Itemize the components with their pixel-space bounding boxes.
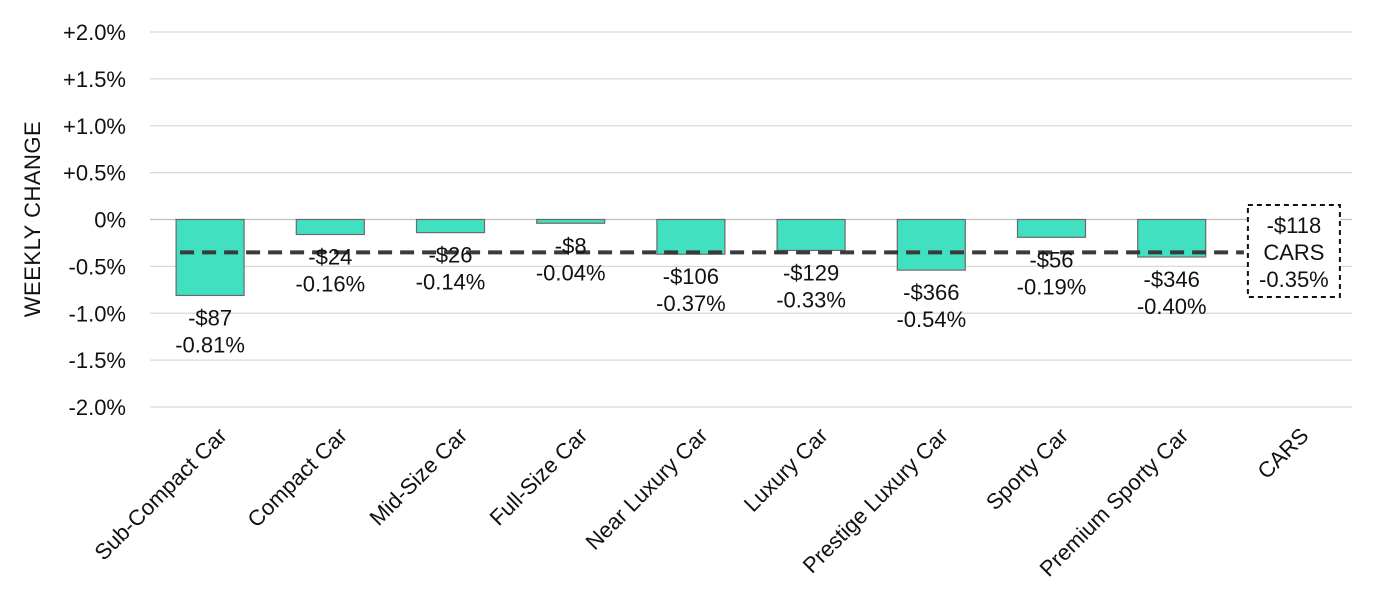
bar <box>415 218 486 234</box>
bar-dollar-label: -$56 <box>1029 247 1073 272</box>
bar-percent-label: -0.37% <box>656 291 726 316</box>
bar <box>175 218 245 297</box>
y-axis-ticks: +2.0% +1.5% +1.0% +0.5% 0% -0.5% -1.0% -1.5% -2.… <box>63 20 126 420</box>
bar <box>776 218 846 252</box>
bar-percent-label: -0.81% <box>175 332 245 357</box>
bar <box>536 218 606 224</box>
reference-dollar-label: -$118 <box>1267 213 1322 238</box>
reference-label-box <box>1246 204 1341 298</box>
bar <box>896 218 966 271</box>
bar-percent-label: -0.40% <box>1137 294 1207 319</box>
bar-dollar-label: -$366 <box>903 280 959 305</box>
bar <box>1016 218 1087 238</box>
bar-dollar-label: -$26 <box>428 243 472 268</box>
bar-dollar-label: -$8 <box>555 233 587 258</box>
x-axis-ticks: Sub-Compact Car Compact Car Mid-Size Car Fu… <box>89 423 1313 582</box>
x-tick-label: Sub-Compact Car <box>89 423 231 565</box>
bar-percent-label: -0.14% <box>416 270 486 295</box>
y-tick-label: +0.5% <box>63 161 126 186</box>
y-tick-label: -2.0% <box>69 395 126 420</box>
bar <box>656 218 726 255</box>
y-axis-label: WEEKLY CHANGE <box>20 121 45 317</box>
bar-dollar-label: -$24 <box>308 245 352 270</box>
bar-percent-label: -0.19% <box>1017 274 1087 299</box>
x-tick-label: Luxury Car <box>739 423 833 517</box>
y-tick-label: -0.5% <box>69 254 126 279</box>
y-tick-label: 0% <box>94 208 126 233</box>
bar-dollar-label: -$87 <box>188 305 232 330</box>
bar-percent-label: -0.54% <box>896 307 966 332</box>
y-tick-label: -1.0% <box>69 301 126 326</box>
bar-percent-label: -0.33% <box>776 287 846 312</box>
reference-name-label: CARS <box>1263 240 1324 265</box>
bar-dollar-label: -$129 <box>783 260 839 285</box>
x-tick-label: Full-Size Car <box>485 423 593 531</box>
y-tick-label: +1.0% <box>63 114 126 139</box>
x-tick-label: Compact Car <box>243 423 352 532</box>
reference-percent-label: -0.35% <box>1259 267 1329 292</box>
x-tick-label: Near Luxury Car <box>581 423 713 555</box>
y-tick-label: +2.0% <box>63 20 126 45</box>
x-tick-label: Mid-Size Car <box>364 423 472 531</box>
data-labels: -$87-0.81% -$24-0.16% -$26-0.14% -$8-0.04% -… <box>175 204 1341 357</box>
y-tick-label: +1.5% <box>63 67 126 92</box>
bar-dollar-label: -$106 <box>663 264 719 289</box>
x-tick-label: Sporty Car <box>981 423 1073 515</box>
bar-percent-label: -0.04% <box>536 260 606 285</box>
bar-dollar-label: -$346 <box>1144 267 1200 292</box>
y-tick-label: -1.5% <box>69 348 126 373</box>
bar <box>295 218 365 236</box>
x-tick-label: CARS <box>1253 423 1314 484</box>
bar-percent-label: -0.16% <box>295 272 365 297</box>
